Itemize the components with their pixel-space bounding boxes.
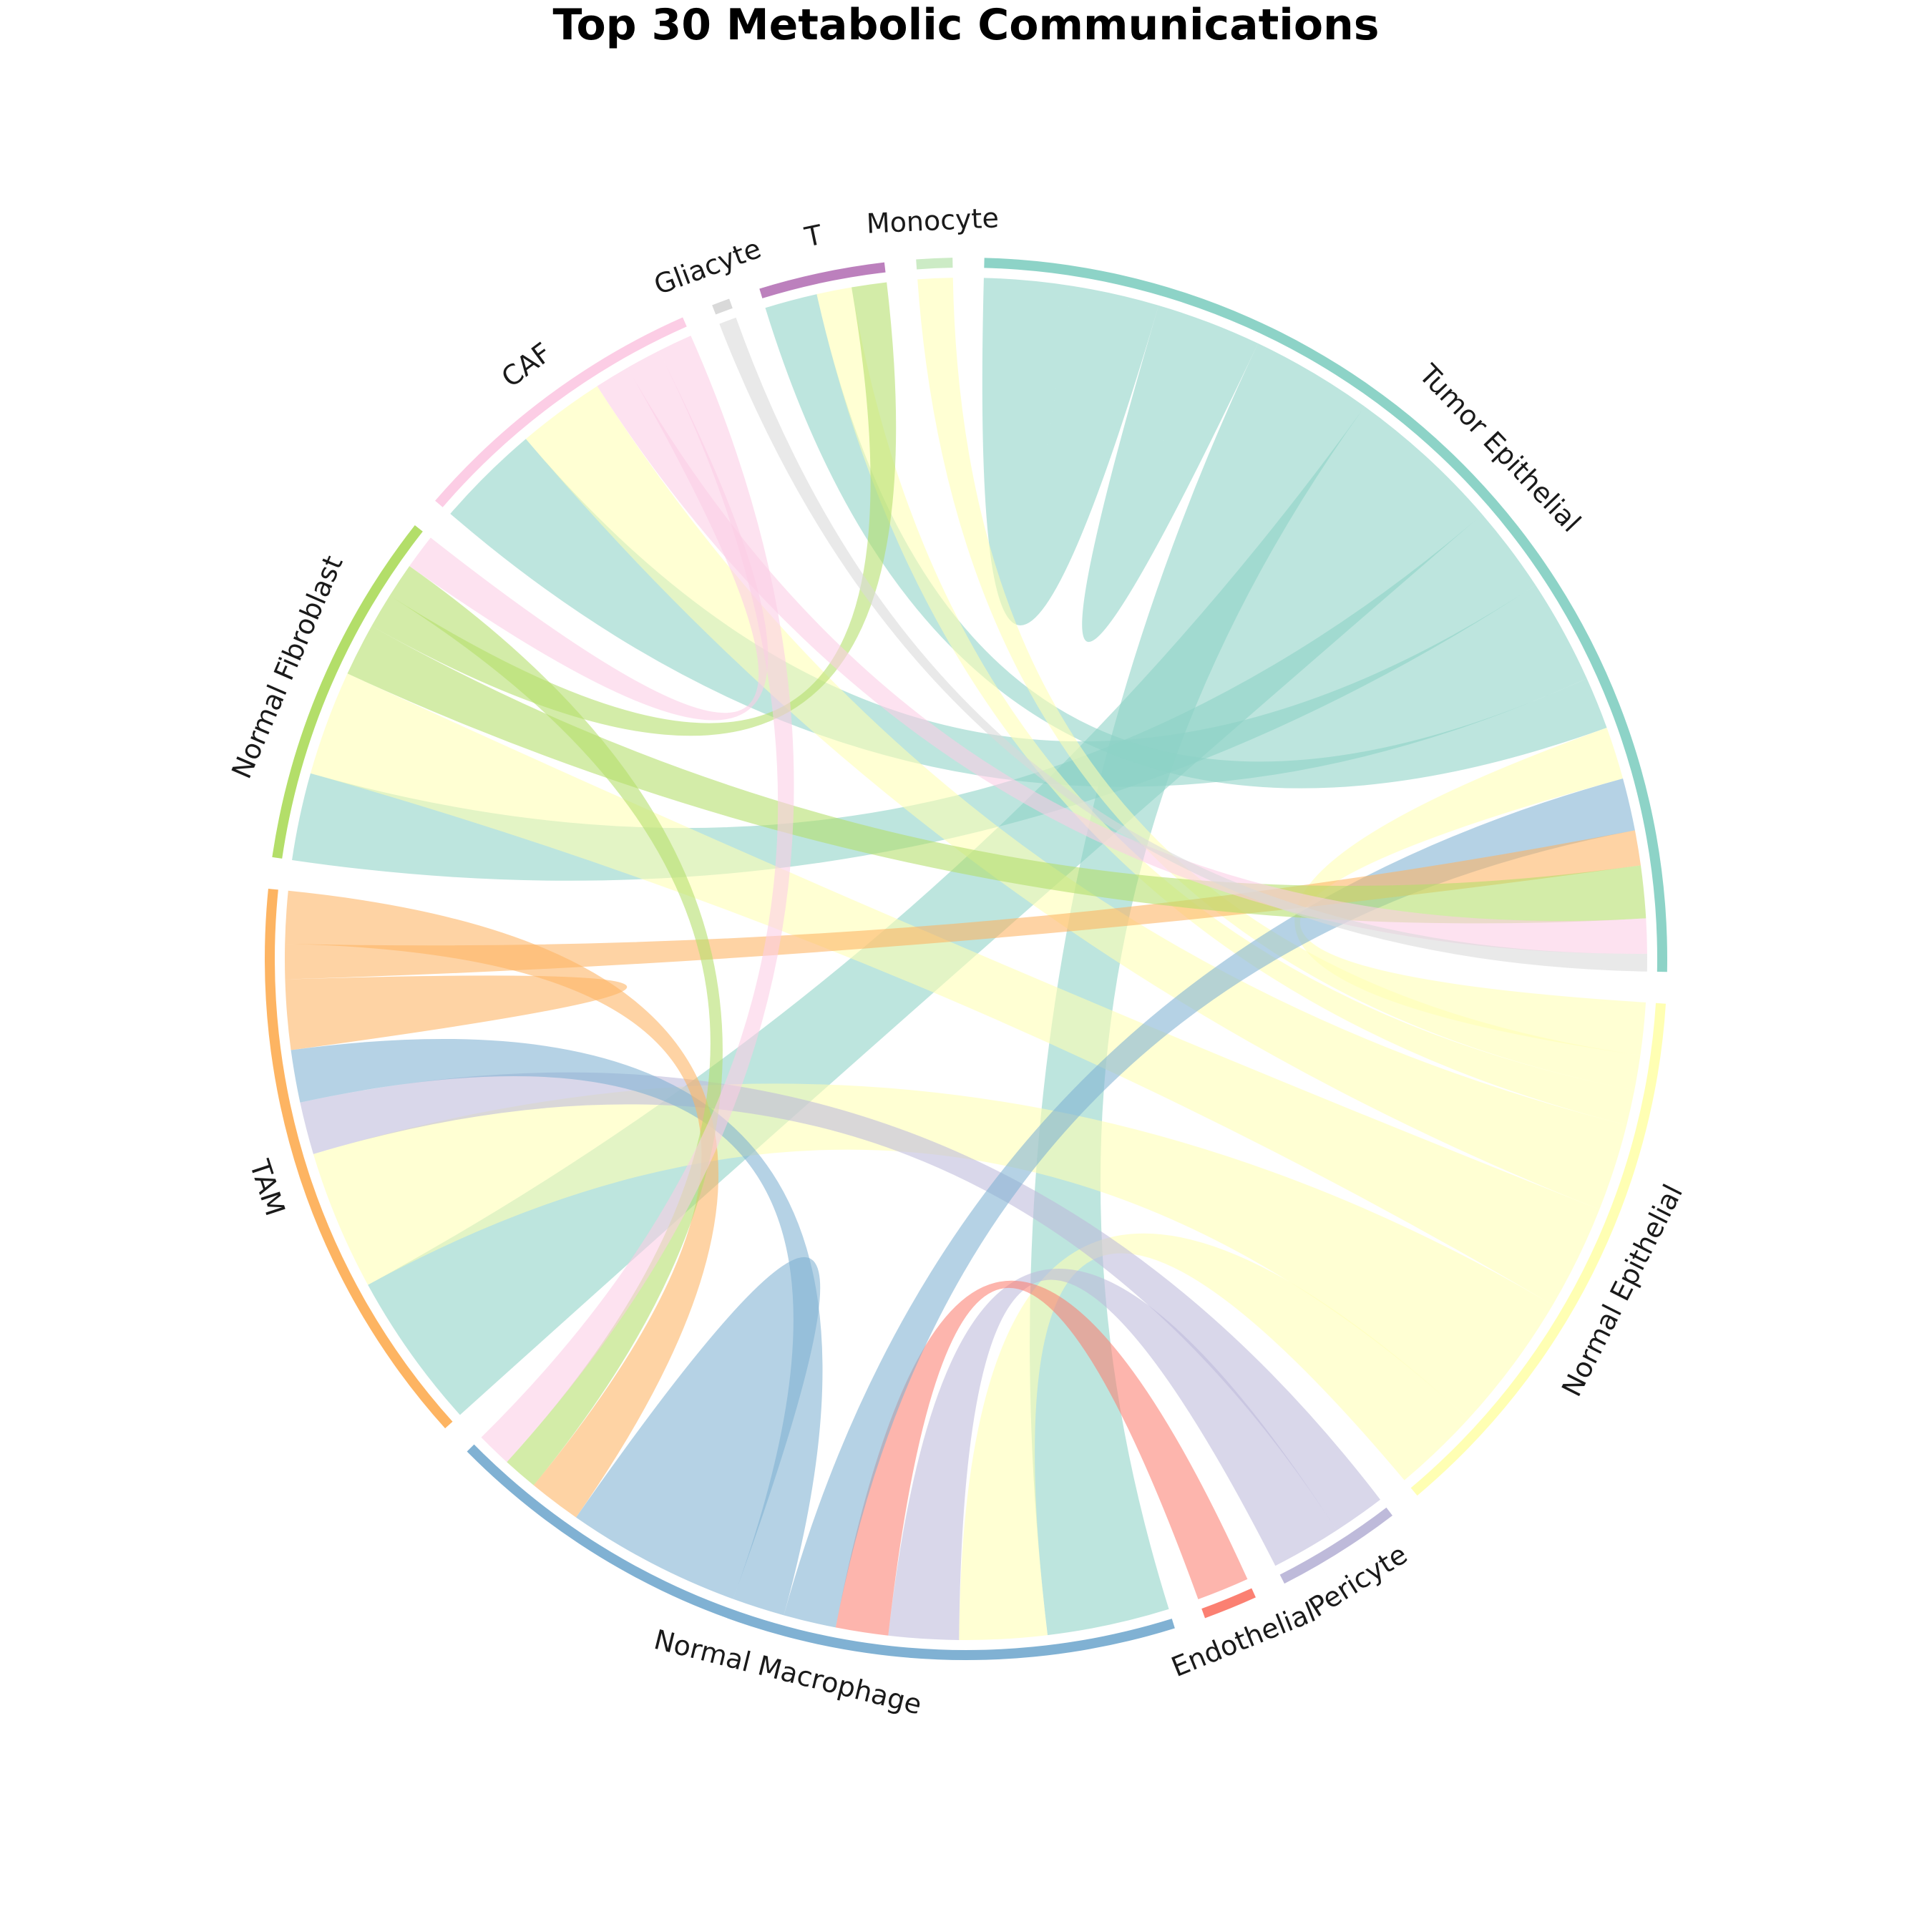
ribbon-21: [284, 830, 1641, 980]
ribbon-5: [450, 439, 1587, 787]
ribbon-27: [409, 351, 769, 721]
segment-arc-7: [435, 317, 687, 507]
segment-arc-3: [1201, 1588, 1256, 1619]
segment-label-2: Pericyte: [1304, 1538, 1413, 1624]
ribbon-26: [597, 367, 1647, 954]
chart-title: Top 30 Metabolic Communications: [553, 0, 1380, 50]
segment-arc-2: [1279, 1507, 1392, 1584]
segment-label-10: Monocyte: [866, 202, 1000, 239]
ribbon-12: [313, 1083, 1553, 1419]
ribbon-7: [1294, 728, 1646, 1055]
ribbon-13: [959, 1233, 1469, 1640]
segment-label-8: Gliacyte: [650, 233, 765, 301]
ribbon-15: [888, 1268, 1337, 1640]
segment-label-4: Normal Macrophage: [651, 1624, 925, 1721]
ribbon-14: [300, 1072, 1380, 1531]
ribbon-0: [982, 278, 1159, 625]
ribbons-layer: [284, 278, 1647, 1640]
ribbon-29: [719, 317, 1647, 972]
ribbon-11: [310, 673, 1600, 1305]
segment-label-3: Endothelial: [1167, 1596, 1320, 1683]
ribbon-16: [835, 1280, 1248, 1636]
ribbon-1: [1082, 305, 1259, 643]
segment-arc-4: [467, 1444, 1175, 1660]
segment-arc-8: [712, 298, 733, 315]
segment-arc-5: [264, 889, 453, 1429]
ribbon-19: [576, 1257, 821, 1599]
ribbon-20: [285, 975, 628, 1050]
ribbon-18: [291, 1038, 823, 1616]
arcs-layer: [264, 258, 1668, 1660]
segment-arc-10: [916, 258, 953, 270]
ribbon-10: [525, 386, 1627, 1210]
segment-arc-6: [272, 525, 423, 859]
ribbon-25: [389, 566, 723, 1485]
segment-arc-9: [759, 262, 886, 298]
ribbon-2: [1030, 343, 1365, 1636]
segment-label-5: TAM: [243, 1156, 291, 1220]
segment-label-9: T: [801, 219, 826, 253]
segment-label-7: CAF: [496, 336, 557, 394]
